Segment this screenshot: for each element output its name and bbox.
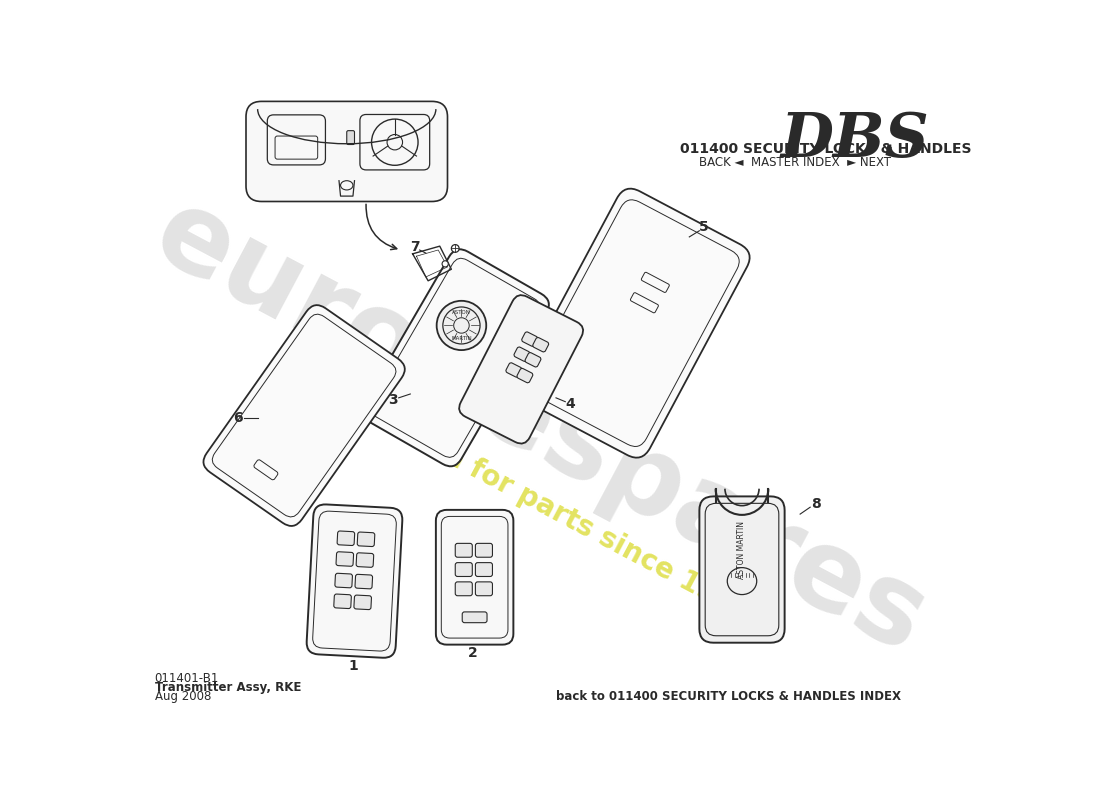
Text: 2: 2 [469,646,477,660]
FancyBboxPatch shape [307,505,403,658]
Text: ASTON: ASTON [452,310,471,315]
FancyBboxPatch shape [436,510,514,645]
FancyBboxPatch shape [355,574,373,589]
Text: 011401-B1: 011401-B1 [154,672,219,685]
Circle shape [437,301,486,350]
FancyBboxPatch shape [337,531,354,546]
FancyBboxPatch shape [532,338,549,352]
FancyBboxPatch shape [521,332,538,346]
FancyBboxPatch shape [700,496,784,642]
Text: 4: 4 [565,397,575,411]
Text: MARTIN: MARTIN [451,336,472,341]
FancyBboxPatch shape [333,594,351,609]
Text: 8: 8 [811,497,821,511]
Text: 5: 5 [698,220,708,234]
Text: Transmitter Assy, RKE: Transmitter Assy, RKE [154,682,301,694]
Text: 011400 SECURITY LOCKS & HANDLES: 011400 SECURITY LOCKS & HANDLES [680,142,971,156]
FancyBboxPatch shape [475,562,493,577]
FancyBboxPatch shape [506,362,521,378]
FancyBboxPatch shape [517,189,750,458]
Text: BACK ◄  MASTER INDEX  ► NEXT: BACK ◄ MASTER INDEX ► NEXT [700,156,891,169]
FancyBboxPatch shape [517,368,532,383]
Text: DBS: DBS [781,110,930,170]
Text: 3: 3 [388,393,398,407]
Circle shape [451,245,459,252]
FancyBboxPatch shape [354,595,372,610]
Circle shape [442,261,449,267]
FancyBboxPatch shape [362,250,549,466]
Text: 6: 6 [233,411,243,425]
Text: a passion for parts since 1985: a passion for parts since 1985 [326,381,756,627]
Text: 7: 7 [410,240,420,254]
FancyBboxPatch shape [525,353,541,367]
FancyBboxPatch shape [356,553,374,567]
Text: Aug 2008: Aug 2008 [154,690,211,703]
FancyBboxPatch shape [455,582,472,596]
FancyBboxPatch shape [455,543,472,558]
Text: back to 011400 SECURITY LOCKS & HANDLES INDEX: back to 011400 SECURITY LOCKS & HANDLES … [556,690,901,703]
FancyBboxPatch shape [455,562,472,577]
FancyBboxPatch shape [462,612,487,622]
FancyBboxPatch shape [459,295,583,444]
FancyBboxPatch shape [475,543,493,558]
FancyBboxPatch shape [246,102,448,202]
Text: ASTON MARTIN: ASTON MARTIN [737,522,747,579]
FancyBboxPatch shape [475,582,493,596]
FancyBboxPatch shape [346,130,354,145]
Text: 1: 1 [348,659,358,673]
FancyBboxPatch shape [358,532,375,546]
FancyBboxPatch shape [336,552,353,566]
Text: europespares: europespares [136,178,944,676]
FancyBboxPatch shape [514,347,530,362]
FancyBboxPatch shape [334,574,352,588]
FancyBboxPatch shape [204,305,405,526]
